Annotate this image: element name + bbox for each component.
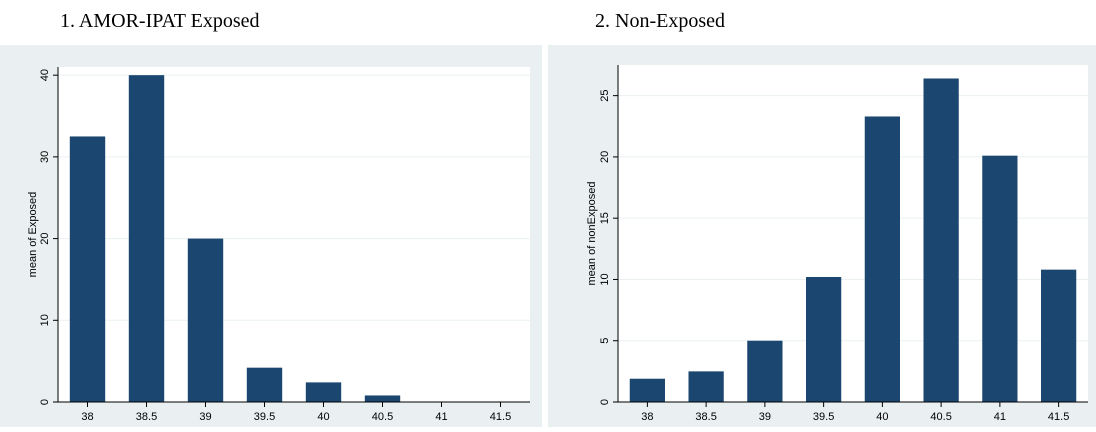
chart-1-x-tick-label: 39	[199, 411, 211, 423]
chart-1-x-tick-label: 38.5	[136, 411, 157, 423]
chart-2-x-tick-label: 40	[876, 411, 888, 423]
chart-1-y-axis-label: mean of Exposed	[27, 192, 39, 278]
chart-1-x-tick-label: 39.5	[254, 411, 275, 423]
chart-1-bar-39.5	[246, 367, 283, 402]
chart-2-bar-38.5	[688, 371, 724, 402]
chart-2-bar-39	[747, 340, 783, 402]
chart-2-bar-41.5	[1041, 269, 1077, 402]
chart-1-y-tick-label: 0	[39, 399, 51, 405]
chart-1-y-tick-label: 10	[39, 314, 51, 326]
chart-1-x-tick-label: 38	[81, 411, 93, 423]
chart-2-bar-38	[629, 378, 665, 402]
chart-1-bar-39	[187, 238, 224, 402]
chart-1-bar-40.5	[364, 395, 401, 402]
chart-1-bar-40	[305, 382, 342, 402]
chart-2-y-tick-label: 0	[599, 399, 611, 405]
chart-2-bar-40.5	[923, 78, 959, 403]
chart-1-x-tick-label: 40.5	[372, 411, 393, 423]
chart-1-bar-38.5	[128, 75, 165, 403]
chart-2-y-tick-label: 25	[599, 90, 611, 102]
chart-2: 0 5 10 15 20 25 38 38.5 39 39.5 40 40.5 41 41.5 mean o…	[548, 45, 1096, 427]
chart-2-x-tick-label: 41.5	[1048, 411, 1069, 423]
chart-1-x-tick-label: 41.5	[490, 411, 511, 423]
chart-2-y-tick-label: 15	[599, 212, 611, 224]
chart-2-y-axis-label: mean of nonExposed	[586, 182, 598, 286]
chart-2-x-tick-label: 39.5	[813, 411, 834, 423]
chart-2-x-tick-label: 41	[994, 411, 1006, 423]
chart-2-x-tick-label: 39	[759, 411, 771, 423]
chart-2-x-tick-label: 40.5	[930, 411, 951, 423]
chart-2-bar-39.5	[806, 277, 842, 402]
chart-1-x-tick-label: 41	[435, 411, 447, 423]
chart-1-title: 1. AMOR-IPAT Exposed	[60, 10, 260, 32]
chart-2-x-tick-label: 38	[641, 411, 653, 423]
chart-1-y-tick-label: 20	[39, 232, 51, 244]
chart-1: 0 10 20 30 40 38 38.5 39 39.5 40 40.5 41 41.5 mean of…	[0, 45, 542, 427]
chart-2-bar-41	[982, 155, 1018, 402]
chart-2-y-tick-label: 20	[599, 151, 611, 163]
chart-1-bar-38	[69, 136, 106, 402]
chart-1-y-tick-label: 40	[39, 69, 51, 81]
chart-2-y-tick-label: 5	[599, 338, 611, 344]
chart-1-y-tick-label: 30	[39, 151, 51, 163]
chart-2-x-tick-label: 38.5	[695, 411, 716, 423]
chart-2-title: 2. Non-Exposed	[595, 10, 725, 32]
chart-2-bar-40	[864, 116, 900, 403]
chart-2-y-tick-label: 10	[599, 273, 611, 285]
chart-1-x-tick-label: 40	[317, 411, 329, 423]
